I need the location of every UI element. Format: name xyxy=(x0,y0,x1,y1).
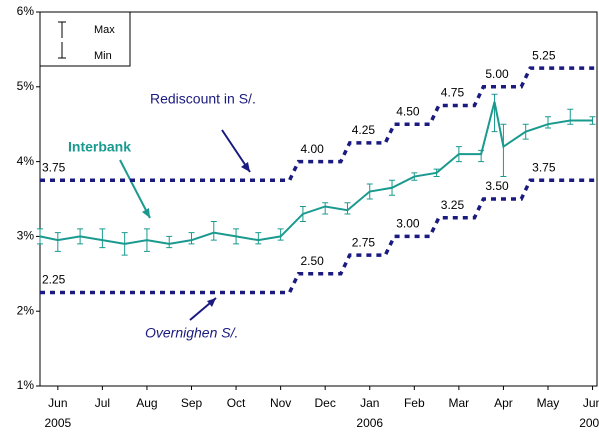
legend-icon-min xyxy=(58,42,66,59)
error-bar xyxy=(567,108,574,125)
error-bar xyxy=(322,202,329,215)
error-bar xyxy=(455,146,462,163)
x-tick-label: Sep xyxy=(181,396,203,410)
error-bar xyxy=(478,149,485,163)
x-year-label: 2006 xyxy=(579,416,599,430)
x-tick-label: Jan xyxy=(360,396,379,410)
x-tick-label: May xyxy=(537,396,560,410)
arrow-head xyxy=(142,208,150,218)
error-bar xyxy=(255,232,262,245)
error-bar xyxy=(366,183,373,200)
x-tick-label: Jun xyxy=(48,396,67,410)
error-bar xyxy=(54,232,61,252)
x-tick-label: Jul xyxy=(95,396,110,410)
error-bar xyxy=(491,93,498,133)
data-label: 3.75 xyxy=(532,160,556,174)
y-tick-label: 1% xyxy=(17,378,35,392)
error-bar xyxy=(544,116,551,129)
x-tick-label: Mar xyxy=(449,396,470,410)
data-label: 4.00 xyxy=(300,142,324,156)
data-label: 4.25 xyxy=(352,123,376,137)
error-bar xyxy=(522,123,529,140)
x-tick-label: Feb xyxy=(404,396,425,410)
annotation: Overnighen S/. xyxy=(145,325,238,341)
arrow-head xyxy=(241,162,250,172)
error-bar xyxy=(433,168,440,178)
x-year-label: 2006 xyxy=(356,416,383,430)
legend-box xyxy=(39,11,131,67)
error-bar xyxy=(37,228,43,245)
error-bar xyxy=(121,232,128,256)
data-label: 3.00 xyxy=(396,217,420,231)
error-bar xyxy=(210,220,217,241)
y-tick-label: 2% xyxy=(17,303,35,317)
series-line xyxy=(40,66,597,183)
arrow xyxy=(119,159,151,219)
data-label: 2.25 xyxy=(42,273,66,287)
legend-icon-max xyxy=(58,21,66,38)
error-bar xyxy=(143,228,150,252)
data-label: 5.00 xyxy=(485,67,509,81)
x-tick-label: Nov xyxy=(270,396,291,410)
series-line xyxy=(40,178,597,295)
error-bar xyxy=(233,228,240,245)
annotation: Interbank xyxy=(68,139,131,155)
arrows xyxy=(119,129,251,321)
error-bar xyxy=(411,172,418,181)
y-tick-label: 5% xyxy=(17,79,35,93)
error-bar xyxy=(77,228,84,245)
error-bar xyxy=(166,235,173,249)
error-bar xyxy=(188,232,195,245)
error-bar xyxy=(589,116,596,125)
data-label: 3.50 xyxy=(485,179,509,193)
error-bar xyxy=(299,205,306,222)
data-label: 2.75 xyxy=(352,235,376,249)
x-tick-label: Aug xyxy=(136,396,157,410)
legend: Max Min xyxy=(39,11,131,67)
y-tick-label: 4% xyxy=(17,154,35,168)
error-bar xyxy=(344,202,351,215)
y-tick-label: 3% xyxy=(17,229,35,243)
x-tick-label: Dec xyxy=(315,396,336,410)
data-label: 3.75 xyxy=(42,160,66,174)
data-label: 2.50 xyxy=(300,254,324,268)
data-label: 4.75 xyxy=(441,86,465,100)
data-label: 4.50 xyxy=(396,104,420,118)
arrow-head xyxy=(207,298,216,307)
error-bar xyxy=(500,123,507,178)
legend-label: Max xyxy=(94,24,115,36)
x-tick-label: Jun xyxy=(583,396,599,410)
y-tick-label: 6% xyxy=(17,4,35,18)
legend-label: Min xyxy=(94,50,112,62)
x-tick-label: Oct xyxy=(227,396,246,410)
x-year-label: 2005 xyxy=(44,416,71,430)
x-tick-label: Apr xyxy=(494,396,513,410)
error-bar xyxy=(389,179,396,196)
annotation: Rediscount in S/. xyxy=(150,91,256,107)
data-label: 5.25 xyxy=(532,48,556,62)
error-bar xyxy=(99,228,106,249)
error-bar xyxy=(277,228,284,241)
data-label: 3.25 xyxy=(441,198,465,212)
